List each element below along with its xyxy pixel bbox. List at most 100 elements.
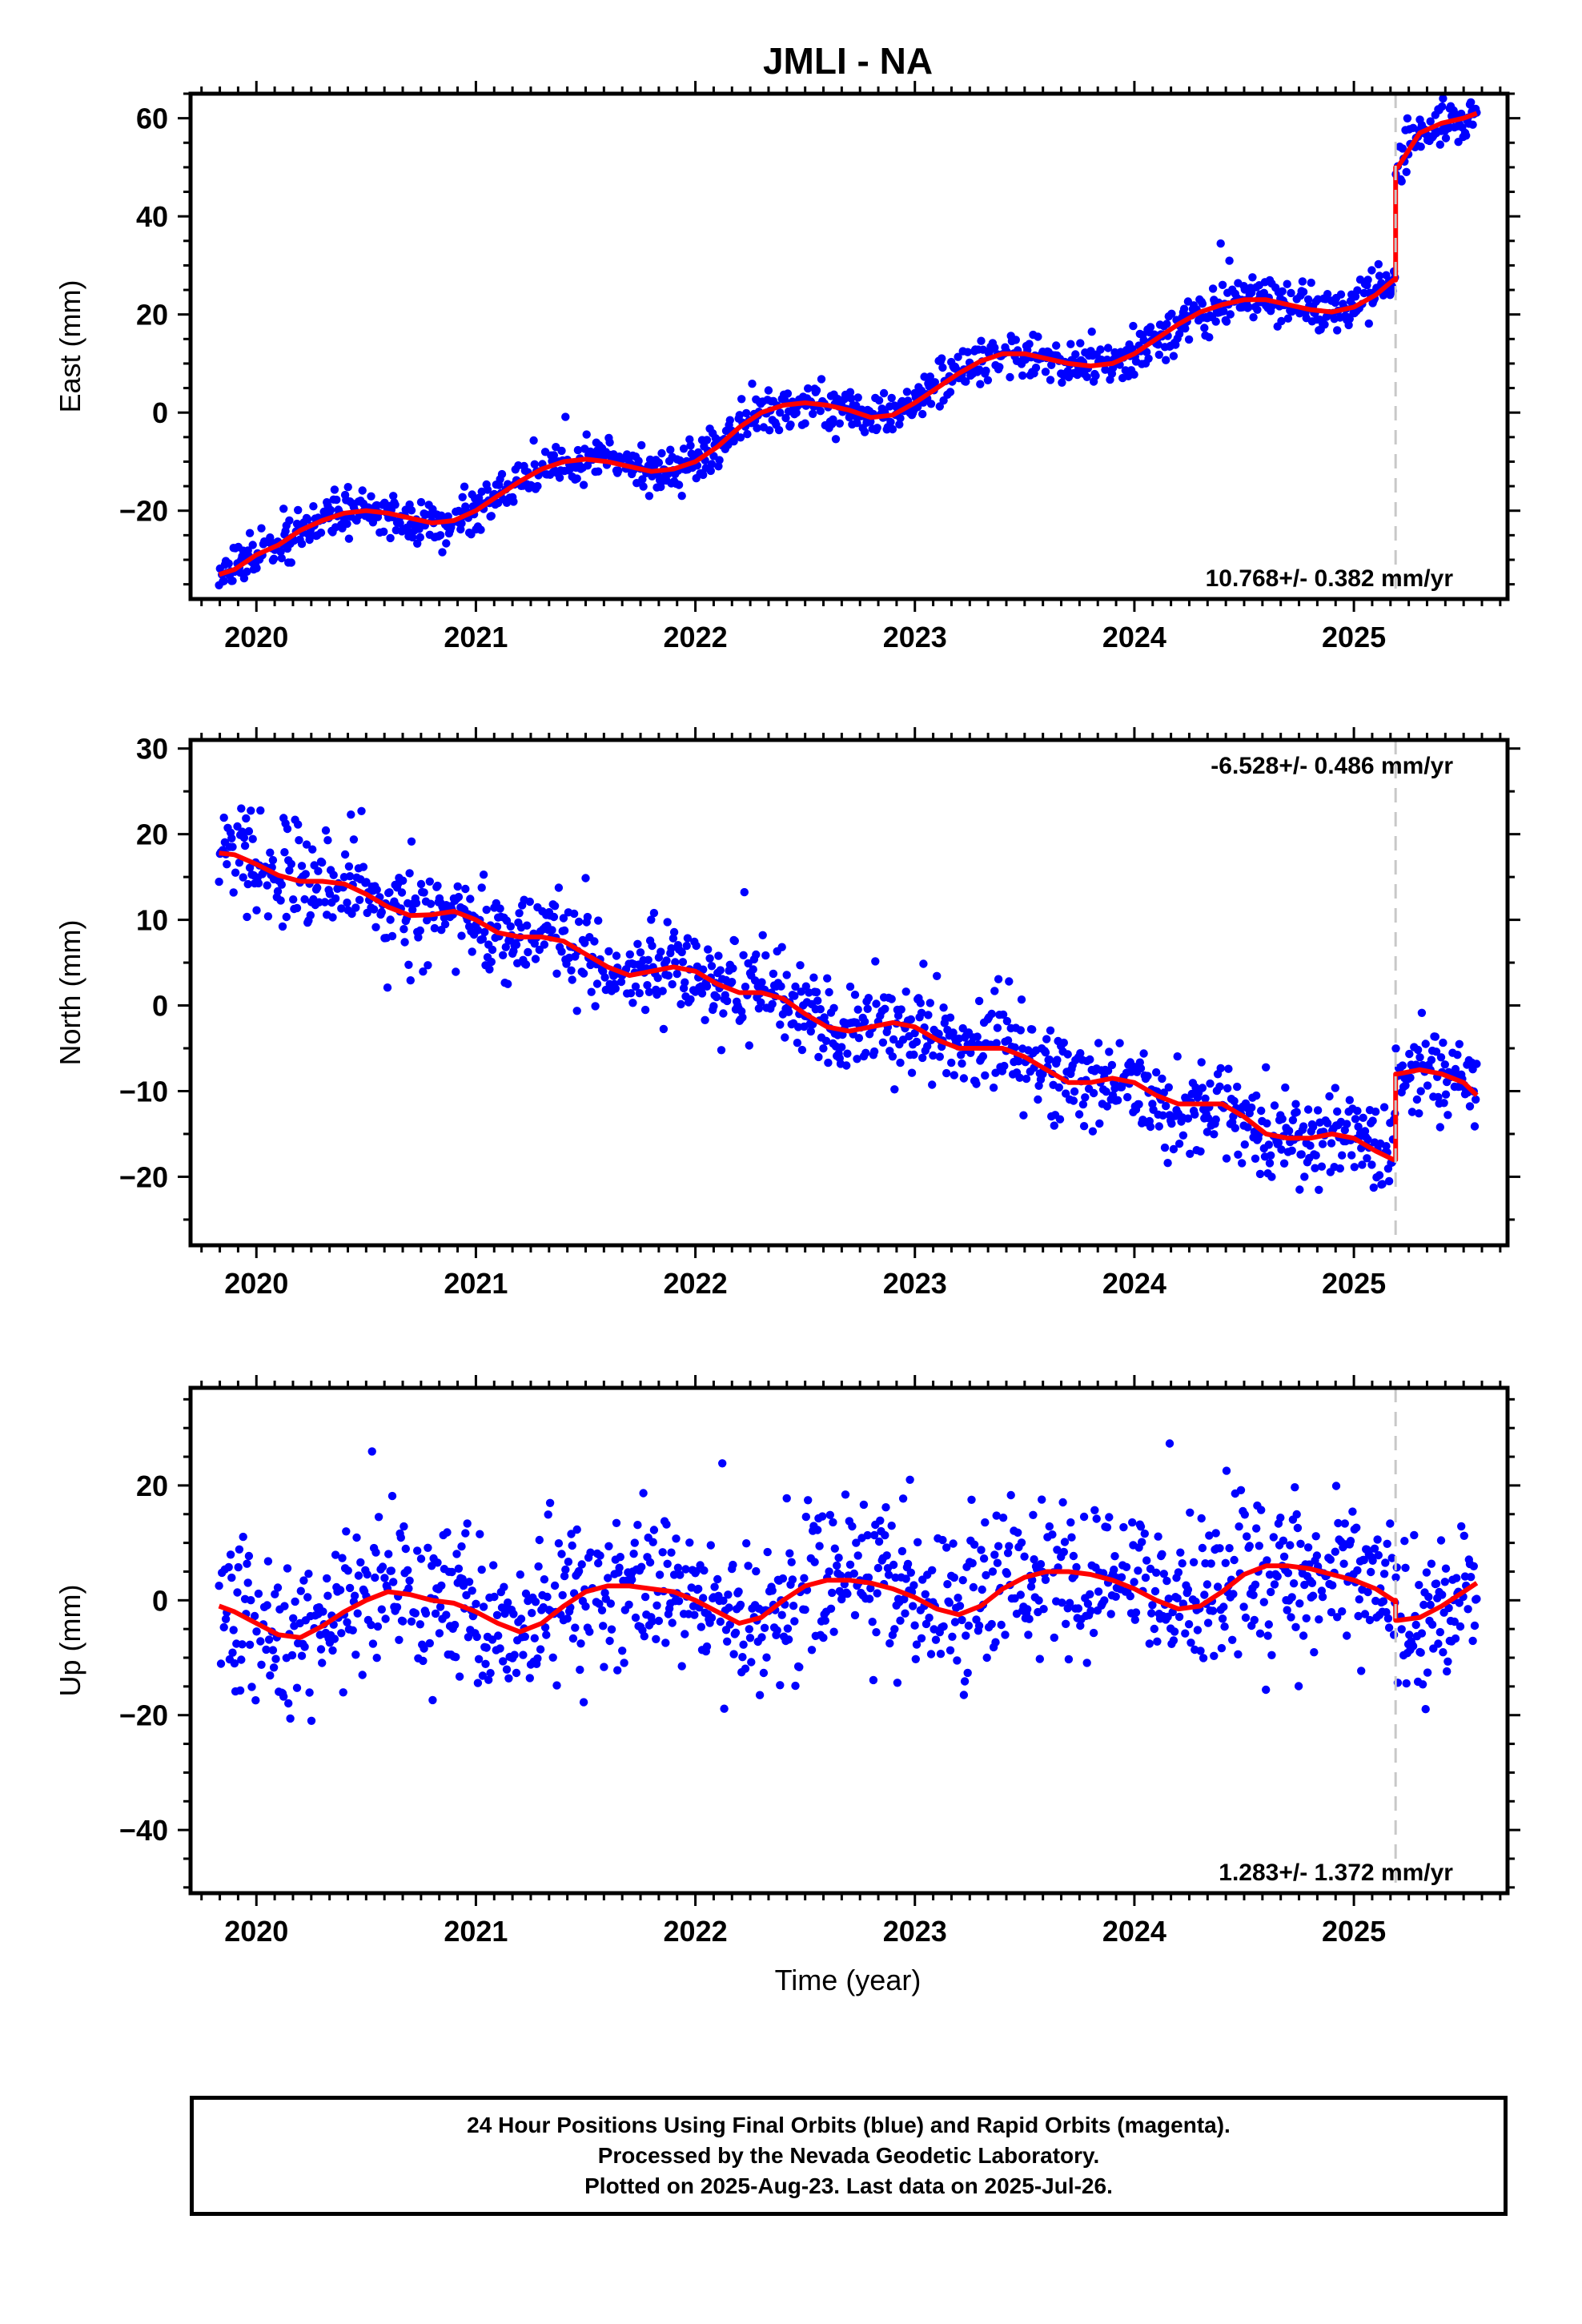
data-point xyxy=(866,1584,875,1593)
data-point xyxy=(1046,1026,1055,1035)
data-point xyxy=(784,1007,793,1016)
data-point xyxy=(1169,1636,1178,1645)
data-point xyxy=(1386,1519,1395,1528)
data-point xyxy=(1055,1115,1065,1124)
data-point xyxy=(338,1554,347,1562)
data-point xyxy=(1253,305,1262,314)
x-tick-label: 2022 xyxy=(664,1915,728,1948)
data-point xyxy=(1270,1580,1279,1589)
data-point xyxy=(319,1607,327,1616)
data-point xyxy=(549,912,559,922)
data-point xyxy=(739,1640,748,1649)
data-point xyxy=(1058,1598,1066,1607)
data-point xyxy=(761,951,770,960)
data-point xyxy=(741,983,750,991)
data-point xyxy=(1248,273,1257,282)
data-point xyxy=(677,999,685,1009)
data-point xyxy=(1439,1099,1448,1108)
data-point xyxy=(1014,1528,1022,1538)
data-point xyxy=(923,1042,932,1051)
data-point xyxy=(925,1613,934,1622)
data-point xyxy=(1222,1466,1231,1475)
data-point xyxy=(1198,1543,1207,1553)
data-point xyxy=(1283,1606,1291,1614)
data-point xyxy=(777,1610,786,1619)
data-point xyxy=(1311,1532,1320,1541)
data-point xyxy=(1159,1088,1169,1097)
data-point xyxy=(228,1648,237,1657)
data-point xyxy=(1373,1535,1382,1544)
data-point xyxy=(228,577,237,585)
data-point xyxy=(269,554,279,563)
data-point xyxy=(830,1544,840,1553)
data-point xyxy=(825,987,833,997)
data-point xyxy=(1416,1648,1425,1657)
data-point xyxy=(1089,1088,1098,1098)
data-point xyxy=(581,1602,590,1611)
data-point xyxy=(594,467,603,476)
data-point xyxy=(226,1550,235,1559)
data-point xyxy=(681,1630,689,1638)
data-point xyxy=(574,917,584,927)
data-point xyxy=(1320,320,1329,329)
data-point xyxy=(759,1668,769,1678)
data-point xyxy=(718,1459,727,1468)
data-point xyxy=(630,1538,639,1547)
data-point xyxy=(600,973,609,982)
data-point xyxy=(292,903,302,913)
data-point xyxy=(554,1539,564,1548)
x-tick-label: 2024 xyxy=(1102,1915,1166,1948)
data-point xyxy=(699,1594,708,1602)
data-point xyxy=(367,492,375,501)
data-point xyxy=(669,934,678,943)
data-point xyxy=(284,1699,293,1708)
data-point xyxy=(611,984,620,993)
data-point xyxy=(569,909,579,919)
data-point xyxy=(987,1619,996,1629)
data-point xyxy=(384,1550,393,1558)
data-point xyxy=(764,386,773,395)
data-point xyxy=(1186,1508,1195,1518)
data-point xyxy=(497,469,507,479)
data-point xyxy=(420,888,428,897)
data-point xyxy=(1102,1523,1112,1532)
y-tick-label: −20 xyxy=(119,1699,168,1732)
data-point xyxy=(316,529,326,537)
data-point xyxy=(1277,316,1286,326)
data-point xyxy=(1154,1532,1162,1541)
data-point xyxy=(568,1634,578,1643)
data-point xyxy=(1423,1668,1432,1677)
data-point xyxy=(864,1573,873,1582)
data-point xyxy=(845,388,855,396)
data-point xyxy=(876,1516,885,1526)
data-point xyxy=(991,1068,1000,1077)
data-point xyxy=(948,1632,957,1641)
data-point xyxy=(1164,1594,1174,1603)
data-point xyxy=(1223,1084,1232,1093)
data-point xyxy=(774,425,784,435)
data-point xyxy=(1200,1590,1209,1599)
data-point xyxy=(558,1590,567,1600)
data-point xyxy=(970,1540,979,1550)
data-point xyxy=(677,492,686,501)
data-point xyxy=(1400,1537,1409,1546)
data-point xyxy=(1020,1552,1029,1561)
x-tick-label: 2020 xyxy=(224,1267,288,1300)
data-point xyxy=(273,1583,283,1592)
data-point xyxy=(885,1638,894,1648)
data-point xyxy=(744,1562,753,1570)
data-point xyxy=(933,971,942,981)
data-point xyxy=(1079,1122,1089,1131)
data-point xyxy=(263,1601,271,1610)
data-point xyxy=(1243,1532,1251,1541)
data-point xyxy=(1206,1079,1215,1088)
data-point xyxy=(1017,1538,1026,1547)
data-point xyxy=(1374,259,1383,269)
data-point xyxy=(316,1645,326,1654)
data-point xyxy=(557,446,566,456)
data-point xyxy=(297,539,307,549)
data-point xyxy=(994,975,1003,983)
data-point xyxy=(489,1561,498,1570)
data-point xyxy=(323,1574,331,1583)
data-point xyxy=(852,1538,861,1547)
